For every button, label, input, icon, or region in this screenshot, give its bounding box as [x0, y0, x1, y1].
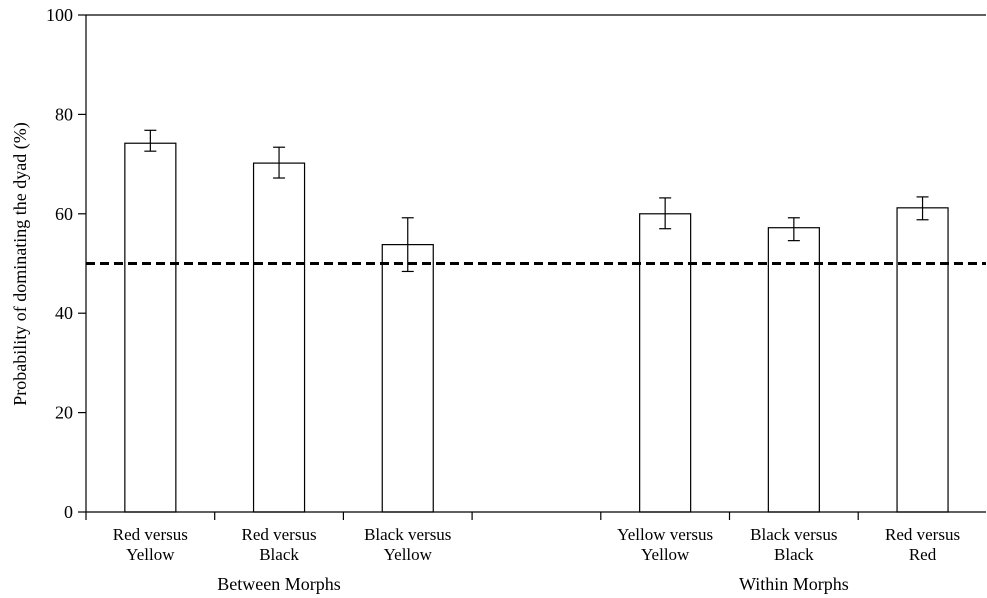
group-label: Within Morphs: [739, 574, 849, 594]
x-tick-label: Red versus Black: [242, 525, 317, 564]
y-tick-label: 40: [55, 303, 73, 323]
bar: [896, 207, 949, 513]
x-tick-label: Black versus Black: [750, 525, 837, 564]
bar: [381, 244, 434, 513]
y-tick-label: 80: [55, 104, 73, 124]
y-tick-label: 20: [55, 403, 73, 423]
x-tick-label: Yellow versus Yellow: [617, 525, 713, 564]
y-tick-label: 0: [64, 502, 73, 522]
bars: [124, 142, 949, 513]
y-axis-label: Probability of dominating the dyad (%): [10, 122, 31, 405]
x-axis: Red versus Yellow Red versus Black Black ver…: [85, 511, 986, 594]
y-tick-label: 100: [46, 5, 73, 25]
bar: [767, 227, 820, 513]
x-tick-label: Red versus Red: [885, 525, 960, 564]
error-bars: [144, 129, 929, 273]
group-label: Between Morphs: [217, 574, 340, 594]
y-tick-label: 60: [55, 204, 73, 224]
bar: [252, 162, 306, 513]
y-axis: 0 20 40 60 80 100: [46, 5, 86, 522]
bar: [639, 213, 692, 513]
x-tick-label: Black versus Yellow: [364, 525, 451, 564]
bar: [124, 142, 177, 513]
x-tick-label: Red versus Yellow: [113, 525, 188, 564]
